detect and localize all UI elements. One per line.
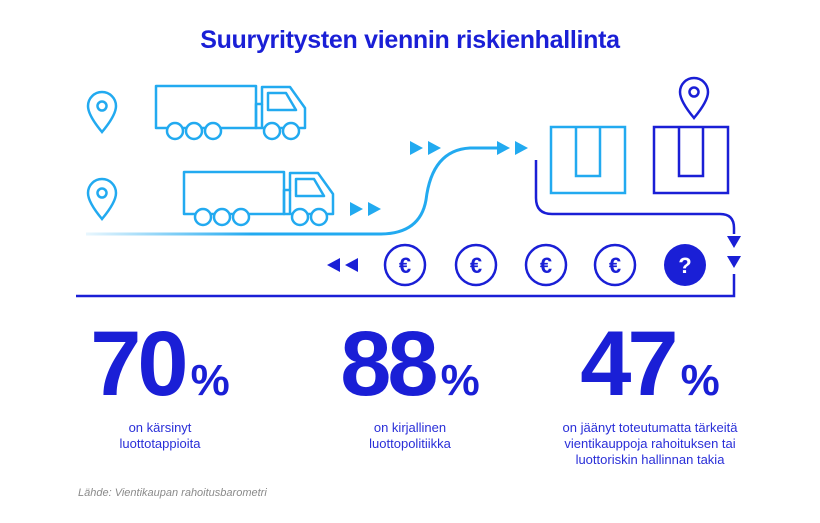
arrow-left-icon: [327, 258, 340, 272]
svg-text:€: €: [609, 253, 621, 278]
stat-value: 88: [340, 313, 438, 415]
location-pin-icon: [86, 177, 118, 221]
source-note: Lähde: Vientikaupan rahoitusbarometri: [78, 487, 267, 499]
arrow-right-icon: [428, 141, 441, 155]
stat-credit-policy: 88% on kirjallinen luottopolitiikka: [290, 318, 530, 452]
route-line-bottom: [86, 146, 500, 236]
arrow-down-icon: [727, 256, 741, 268]
truck-icon: [182, 170, 335, 227]
return-path-line: [534, 160, 736, 234]
stat-lost-deals: 47% on jäänyt toteutumatta tärkeitä vien…: [530, 318, 770, 468]
euro-coin-icon: €: [383, 243, 427, 287]
svg-text:?: ?: [678, 253, 691, 278]
arrow-right-icon: [368, 202, 381, 216]
euro-coin-icon: €: [454, 243, 498, 287]
stat-value: 47: [580, 313, 678, 415]
box-icon: [549, 125, 627, 195]
svg-text:€: €: [470, 253, 482, 278]
arrow-right-icon: [497, 141, 510, 155]
stat-caption: on jäänyt toteutumatta tärkeitä vientika…: [562, 420, 738, 467]
stat-unit: %: [680, 356, 720, 405]
svg-text:€: €: [540, 253, 552, 278]
stat-unit: %: [190, 356, 230, 405]
stat-caption: on kirjallinen luottopolitiikka: [369, 420, 451, 451]
arrow-down-icon: [727, 236, 741, 248]
arrow-right-icon: [410, 141, 423, 155]
location-pin-icon: [678, 76, 710, 120]
stat-value: 70: [90, 313, 188, 415]
stat-unit: %: [440, 356, 480, 405]
page-title: Suuryritysten viennin riskienhallinta: [200, 26, 620, 54]
question-coin-icon: ?: [664, 244, 706, 286]
location-pin-icon: [86, 90, 118, 134]
euro-coin-icon: €: [524, 243, 568, 287]
stat-caption: on kärsinyt luottotappioita: [119, 420, 201, 451]
arrow-right-icon: [350, 202, 363, 216]
box-icon: [652, 125, 730, 195]
svg-text:€: €: [399, 253, 411, 278]
export-flow-illustration: € € € €?: [76, 76, 741, 298]
arrow-left-icon: [345, 258, 358, 272]
euro-coin-icon: €: [593, 243, 637, 287]
arrow-right-icon: [515, 141, 528, 155]
return-line-bottom: [76, 274, 736, 298]
truck-icon: [154, 84, 307, 141]
stat-credit-losses: 70% on kärsinyt luottotappioita: [40, 318, 280, 452]
